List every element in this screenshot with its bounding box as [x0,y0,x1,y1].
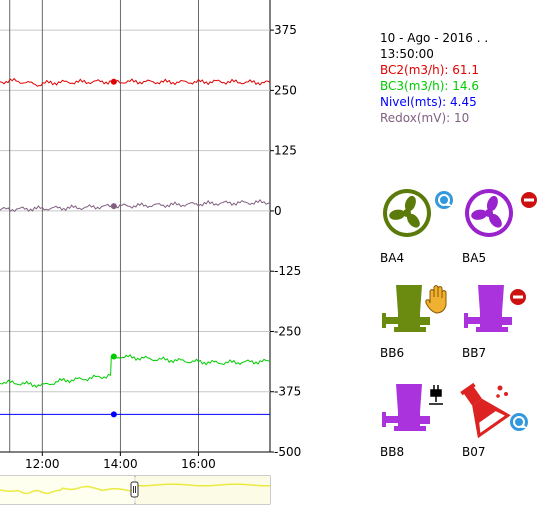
y-tick-label: 375 [274,23,297,37]
y-tick-label: -250 [274,324,301,338]
y-tick-label: -125 [274,264,301,278]
device-label: BA4 [380,251,405,265]
chart-series [0,77,271,415]
y-tick-label: -500 [274,445,301,459]
series-line-bc3 [0,354,271,389]
x-tick-label: 16:00 [181,457,216,471]
y-tick-label: 125 [274,144,297,158]
readout-nivel: Nivel(mts): 4.45 [380,95,477,109]
trend-chart[interactable]: 375 250 125 0 -125 -250 -375 -500 12:00 14:00 16:… [0,0,340,507]
readout-bc3: BC3(m3/h): 14.6 [380,79,479,93]
fan-icon [465,189,513,237]
cursor-marker-nivel [110,411,117,418]
power-plug-icon [429,385,443,405]
x-axis-labels: 12:00 14:00 16:00 [25,457,216,471]
cursor-markers [110,78,117,418]
chemical-flask-icon [460,382,511,439]
device-label: BB7 [462,346,487,360]
x-tick-label: 12:00 [25,457,60,471]
x-tick-label: 14:00 [103,457,138,471]
cursor-marker-redox [110,203,117,210]
auto-cycle-icon [510,413,528,431]
device-bb8[interactable]: BB8 [380,382,460,462]
readout-date: 10 - Ago - 2016 . . [380,31,489,45]
device-bb7[interactable]: BB7 [462,283,542,363]
device-b07[interactable]: B07 [460,382,542,462]
pump-icon [382,384,430,431]
pump-icon [382,285,430,332]
fan-icon [383,189,431,237]
manual-hand-icon [425,285,447,314]
series-line-bc2 [0,77,271,87]
stop-alarm-icon [521,192,537,208]
overview-handle[interactable] [130,481,139,498]
device-label: B07 [462,445,486,459]
pump-icon [464,285,512,332]
auto-cycle-icon [435,191,453,209]
stop-alarm-icon [510,289,526,305]
readout-time: 13:50:00 [380,47,434,61]
y-axis-labels: 375 250 125 0 -125 -250 -375 -500 [274,23,301,459]
device-ba5[interactable]: BA5 [462,188,542,268]
device-ba4[interactable]: BA4 [380,188,460,268]
readout-bc2: BC2(m3/h): 61.1 [380,63,479,77]
y-tick-label: 250 [274,83,297,97]
overview-window-right [136,476,270,504]
readout-redox: Redox(mV): 10 [380,111,470,125]
series-line-redox [0,198,271,213]
cursor-marker-bc2 [110,78,117,85]
y-tick-label: -375 [274,385,301,399]
overview-window-left [0,476,134,504]
cursor-readout: 10 - Ago - 2016 . . 13:50:00 BC2(m3/h): … [380,30,488,126]
device-label: BA5 [462,251,487,265]
device-label: BB6 [380,346,405,360]
cursor-marker-bc3 [110,353,117,360]
y-tick-label: 0 [274,204,282,218]
device-bb6[interactable]: BB6 [380,283,460,363]
overview-scrollbar[interactable] [0,475,271,505]
chart-grid [0,0,274,456]
device-label: BB8 [380,445,405,459]
